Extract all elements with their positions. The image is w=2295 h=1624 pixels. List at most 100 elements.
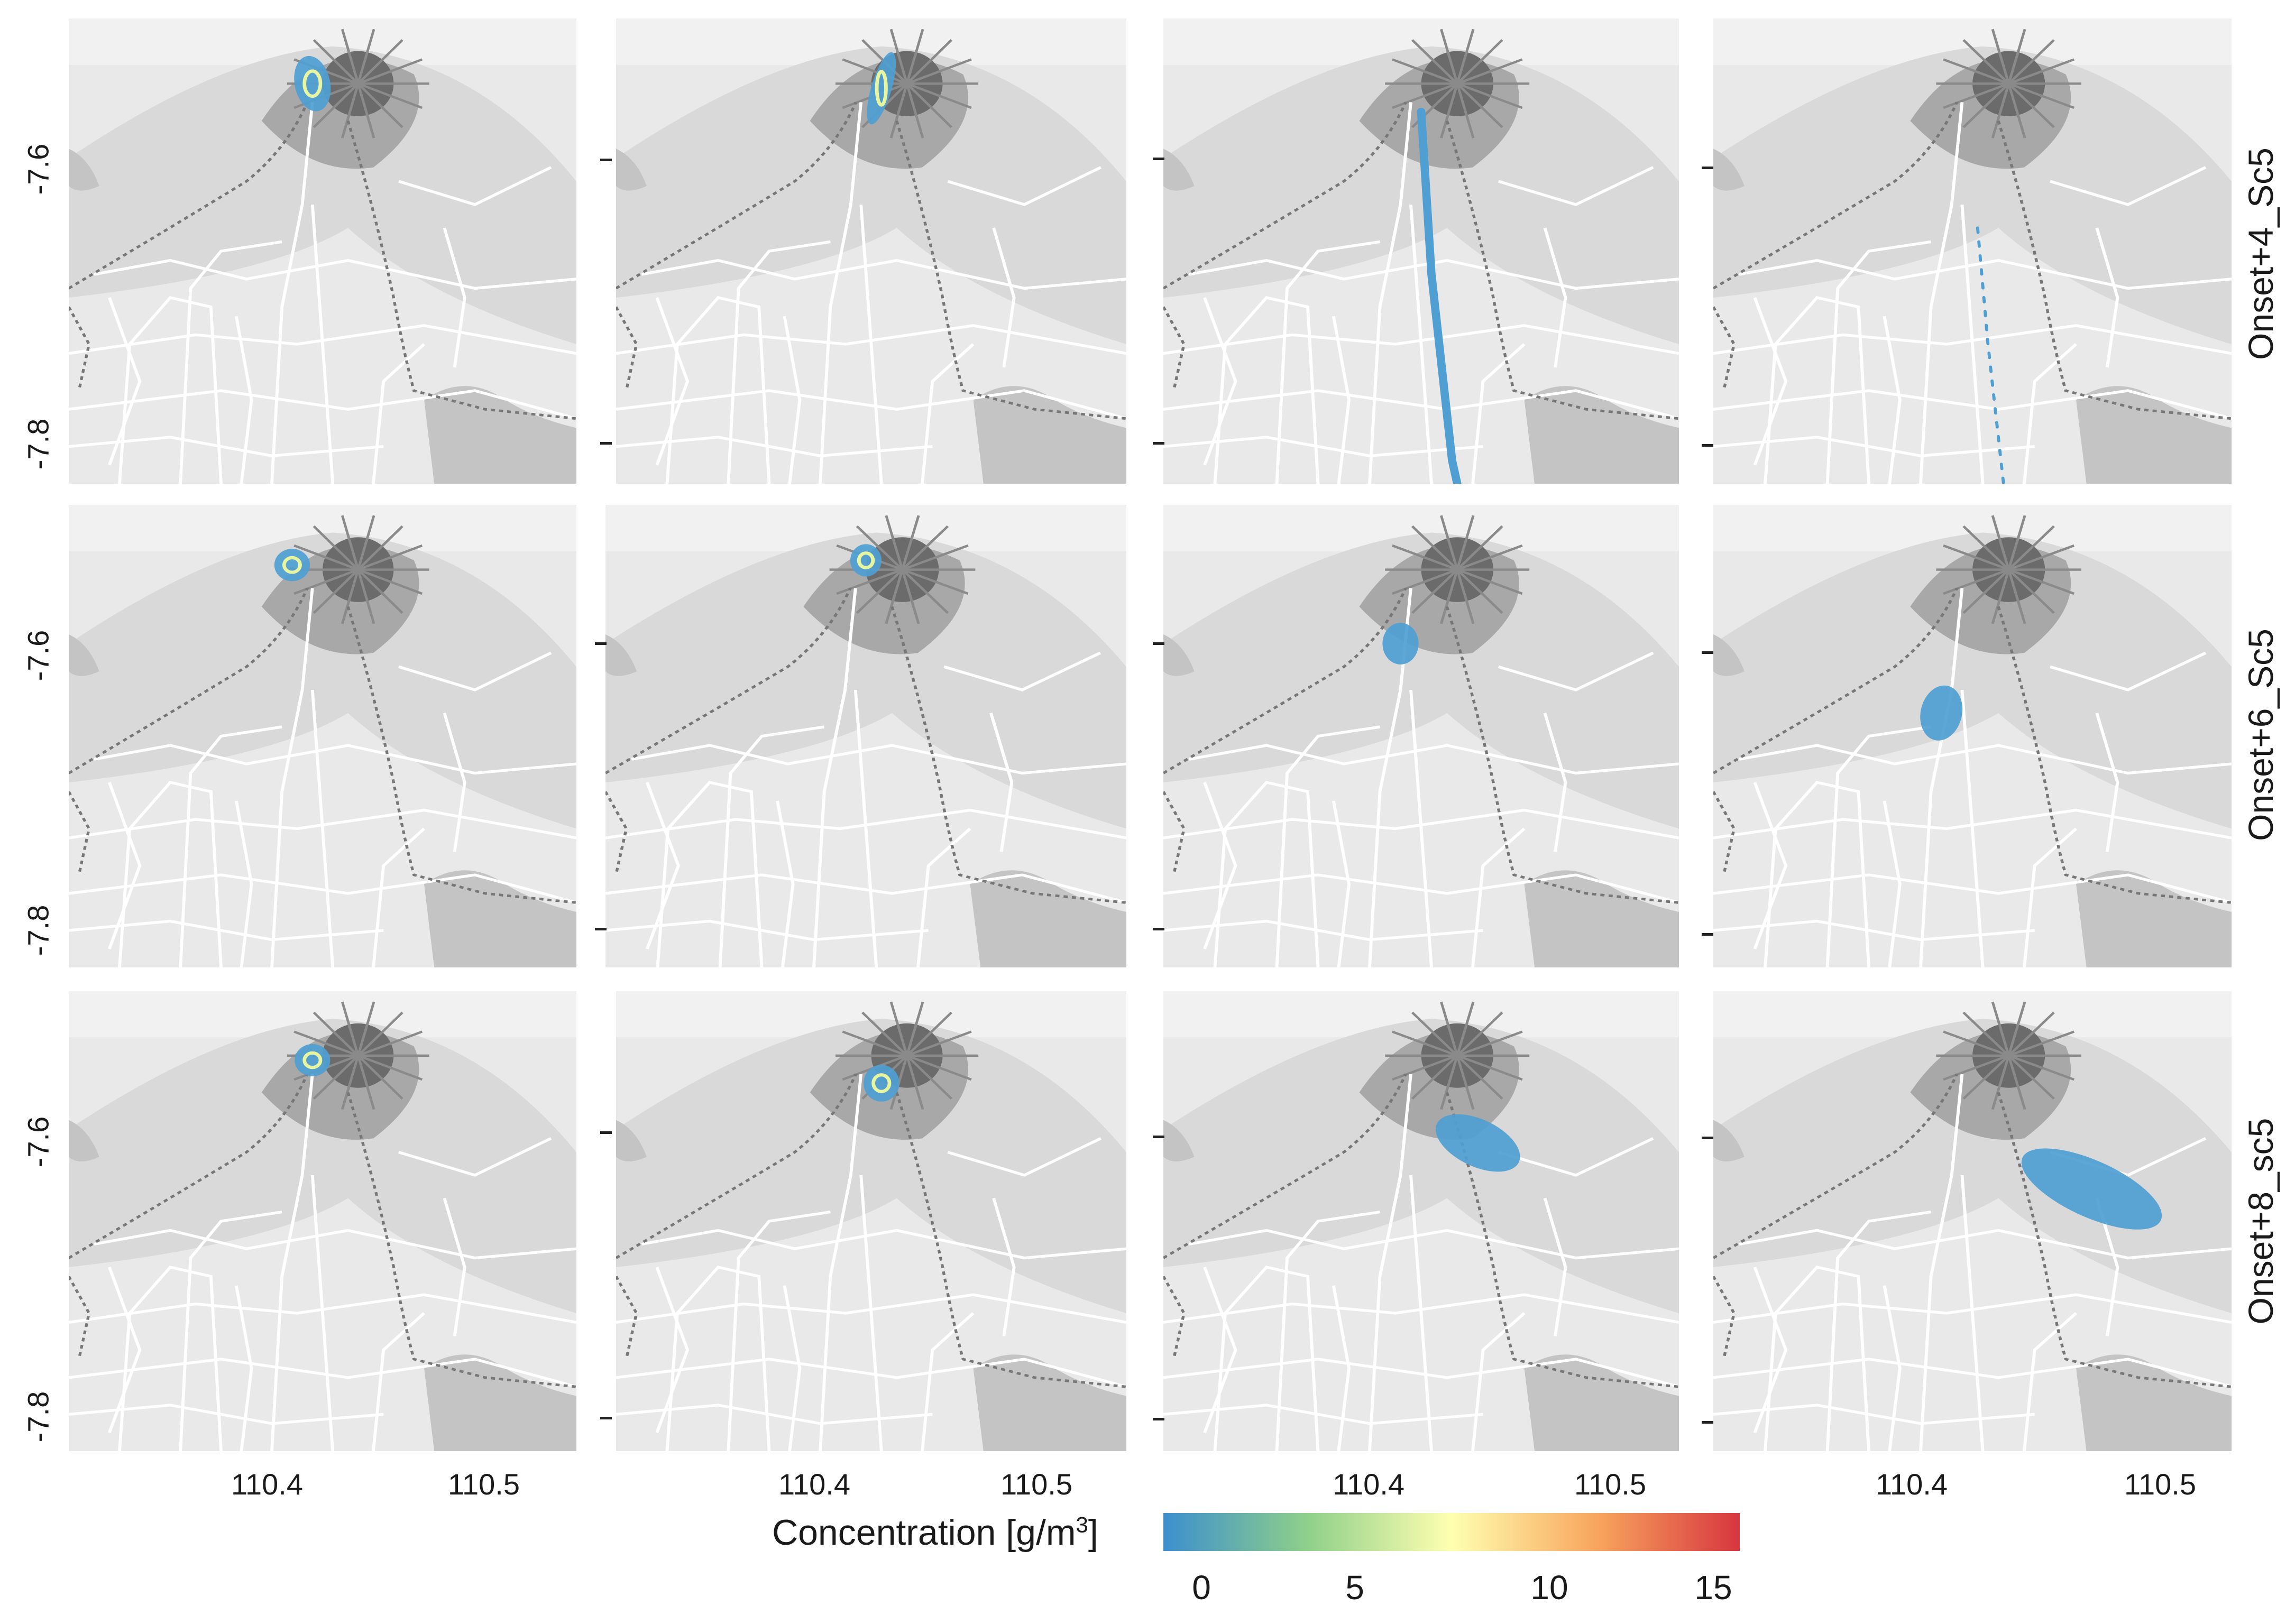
ridge-line — [1440, 569, 1459, 624]
lon-label-c0-a: 110.4 — [231, 1468, 303, 1501]
ridge-line — [1943, 58, 2009, 85]
ridge-line — [1391, 82, 1458, 109]
road — [1753, 297, 1788, 466]
boundary-line — [346, 120, 576, 420]
plume — [294, 56, 331, 112]
plume-area — [867, 52, 896, 125]
plume-core — [282, 556, 302, 574]
lat-tick — [1153, 1418, 1164, 1420]
road — [783, 1285, 802, 1451]
volcano-slope — [1713, 1019, 2232, 1313]
road — [947, 166, 1102, 206]
ridge-line — [1456, 515, 1475, 570]
plume — [864, 1065, 899, 1102]
road — [118, 781, 223, 967]
ridge-line — [341, 515, 360, 570]
plume — [850, 544, 882, 577]
ridge-line — [1456, 82, 1523, 109]
hills-left — [1163, 1120, 1195, 1161]
boundary-line — [69, 587, 309, 774]
boundary-line — [616, 1073, 858, 1259]
ridge-line — [1391, 58, 1458, 85]
lat-tick — [1702, 1137, 1713, 1139]
road — [1883, 316, 1902, 484]
road — [1332, 1285, 1351, 1451]
ridge-line — [905, 83, 924, 139]
road — [94, 259, 576, 290]
road — [1764, 781, 1870, 967]
lon-label-c1-b: 110.5 — [1000, 1468, 1072, 1501]
road — [69, 1293, 576, 1324]
hills-left — [1713, 1120, 1745, 1161]
lon-label-c3-a: 110.4 — [1876, 1468, 1948, 1501]
road — [234, 316, 253, 484]
plume-streak — [1417, 107, 1462, 484]
ridge-line — [357, 82, 423, 109]
ridge-line — [357, 1054, 423, 1081]
plume — [867, 52, 896, 125]
road — [1764, 296, 1870, 484]
road — [1189, 259, 1679, 290]
road — [665, 1266, 771, 1451]
ridge-line — [2008, 82, 2075, 109]
lat-tick — [1702, 651, 1713, 654]
road — [108, 782, 142, 949]
ridge-line — [2007, 525, 2055, 570]
road — [656, 781, 764, 967]
road — [1409, 689, 1433, 967]
hills-left — [1713, 634, 1745, 676]
boundary-line — [1163, 1073, 1407, 1259]
road — [921, 343, 975, 484]
ridge-line — [357, 1030, 423, 1057]
road — [69, 1358, 576, 1388]
ridge-line — [293, 544, 359, 571]
ridge-line — [1456, 569, 1503, 614]
road — [665, 296, 771, 484]
ridge-line — [1962, 525, 2010, 570]
road — [812, 588, 857, 967]
road — [94, 744, 576, 775]
hills-left — [69, 634, 99, 676]
hills — [424, 1354, 576, 1451]
ridge-line — [357, 39, 403, 85]
ridge-line — [1456, 1030, 1523, 1057]
lat-tick — [600, 1131, 612, 1134]
road — [443, 1197, 466, 1336]
road — [1203, 782, 1237, 949]
road — [69, 919, 384, 942]
road — [655, 297, 690, 466]
plume-area — [2021, 1148, 2162, 1230]
ridge-line — [1391, 568, 1458, 595]
road — [398, 166, 552, 206]
plume — [1417, 107, 1462, 484]
ridge-line — [1440, 1001, 1459, 1056]
map-panel-r0-c0 — [69, 19, 576, 484]
road — [1713, 1404, 2035, 1425]
ridge-line — [313, 525, 359, 570]
ridge-line — [1440, 1055, 1459, 1110]
lat-tick — [600, 442, 612, 445]
ridge-line — [905, 29, 924, 84]
road — [69, 873, 576, 905]
road — [1163, 808, 1679, 839]
road — [1409, 204, 1433, 484]
lat-label-r2-b: -7.8 — [21, 1391, 55, 1443]
ridge-line — [1411, 39, 1458, 85]
lat-tick — [1153, 1136, 1164, 1138]
ridge-line — [1962, 1011, 2010, 1057]
road — [108, 1267, 142, 1434]
hills — [970, 870, 1126, 967]
ridge-line — [357, 82, 403, 128]
ridge-line — [1440, 515, 1459, 570]
road — [1883, 800, 1902, 967]
ridge-line — [2008, 58, 2075, 85]
ridge-line — [1962, 39, 2010, 85]
volcano-slope — [616, 46, 1126, 345]
plume-core — [875, 70, 888, 107]
road — [2095, 227, 2119, 368]
row-label-onset4: Onset+4_Sc5 — [2241, 147, 2280, 360]
road — [1498, 166, 1654, 206]
road — [270, 102, 314, 484]
road — [1213, 296, 1320, 484]
road — [1498, 651, 1654, 691]
